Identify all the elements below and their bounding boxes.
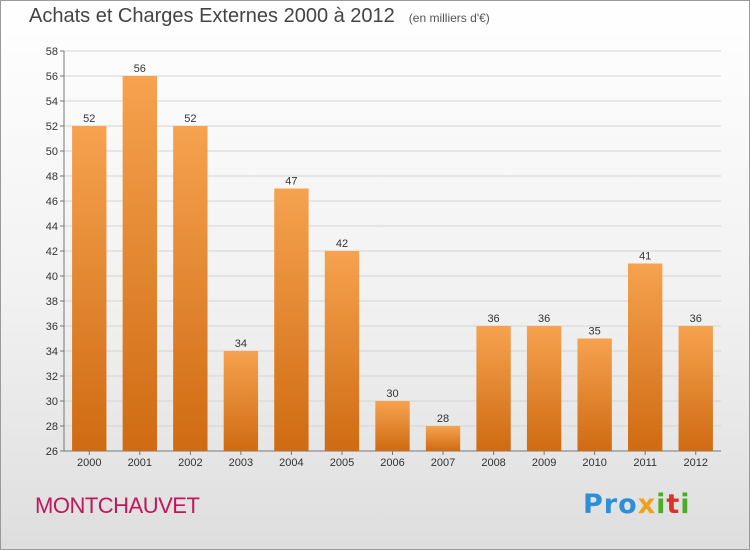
y-tick-label: 48 xyxy=(46,171,58,183)
y-tick-label: 28 xyxy=(46,421,58,433)
logo-letter: i xyxy=(656,489,667,520)
x-tick-label: 2002 xyxy=(178,457,202,469)
bars xyxy=(72,76,713,451)
y-tick-label: 42 xyxy=(46,246,58,258)
logo-letter: P xyxy=(583,489,604,520)
bar xyxy=(628,263,663,451)
logo-letter: r xyxy=(603,489,619,520)
bar-value-label: 47 xyxy=(285,176,297,188)
bar-value-label: 35 xyxy=(589,326,601,338)
y-tick-label: 38 xyxy=(46,296,58,308)
logo-letter: x xyxy=(637,489,657,520)
bar xyxy=(122,76,157,451)
chart-unit: (en milliers d'€) xyxy=(408,11,490,25)
bar-value-label: 28 xyxy=(437,413,449,425)
bar-value-label: 34 xyxy=(235,338,247,350)
bar-value-label: 42 xyxy=(336,238,348,250)
bar xyxy=(274,188,309,451)
bar-value-label: 41 xyxy=(639,251,651,263)
x-tick-label: 2000 xyxy=(77,457,101,469)
bar xyxy=(375,401,410,451)
chart-title-block: Achats et Charges Externes 2000 à 2012 (… xyxy=(29,5,490,28)
x-tick-label: 2009 xyxy=(532,457,556,469)
bar-value-label: 36 xyxy=(538,313,550,325)
x-tick-label: 2004 xyxy=(279,457,303,469)
axes: 26 28 30 32 34 36 38 40 42 44 46 48 50 52 54 56 58 2000 20… xyxy=(46,46,721,469)
bar xyxy=(324,251,360,451)
x-tick-label: 2003 xyxy=(229,457,253,469)
x-tick-label: 2011 xyxy=(633,457,657,469)
logo-letter: o xyxy=(618,489,638,520)
x-tick-label: 2008 xyxy=(481,457,505,469)
y-tick-label: 46 xyxy=(46,196,58,208)
y-tick-label: 40 xyxy=(46,271,58,283)
x-tick-label: 2012 xyxy=(683,457,707,469)
bar xyxy=(678,326,713,451)
logo-letter: i xyxy=(680,489,691,520)
y-tick-label: 50 xyxy=(46,146,58,158)
bar-value-label: 36 xyxy=(690,313,702,325)
x-tick-label: 2001 xyxy=(128,457,152,469)
data-labels: 52 56 52 34 47 42 30 28 36 36 35 41 36 xyxy=(83,63,702,425)
bar-value-label: 30 xyxy=(386,388,398,400)
x-tick-label: 2005 xyxy=(330,457,354,469)
y-tick-label: 52 xyxy=(46,121,58,133)
y-tick-label: 54 xyxy=(46,96,58,108)
x-tick-label: 2010 xyxy=(582,457,606,469)
place-name: MONTCHAUVET xyxy=(35,493,200,518)
y-tick-label: 56 xyxy=(46,71,58,83)
bar-value-label: 52 xyxy=(83,113,95,125)
bar-value-label: 56 xyxy=(134,63,146,75)
y-tick-label: 32 xyxy=(46,371,58,383)
y-tick-label: 36 xyxy=(46,321,58,333)
bar-value-label: 36 xyxy=(487,313,499,325)
y-tick-label: 26 xyxy=(46,446,58,458)
proxiti-logo[interactable]: Proxiti xyxy=(583,489,691,520)
bar xyxy=(223,351,259,451)
y-tick-label: 30 xyxy=(46,396,58,408)
bar-value-label: 52 xyxy=(184,113,196,125)
x-tick-label: 2007 xyxy=(431,457,455,469)
bar xyxy=(476,326,511,451)
bar xyxy=(526,326,562,451)
y-tick-label: 58 xyxy=(46,46,58,58)
bar xyxy=(173,126,208,451)
y-tick-label: 44 xyxy=(46,221,58,233)
bar xyxy=(577,338,612,451)
logo-letter: t xyxy=(666,489,681,520)
bar xyxy=(425,426,461,451)
chart-title: Achats et Charges Externes 2000 à 2012 xyxy=(29,5,395,27)
bar xyxy=(72,126,107,451)
x-tick-label: 2006 xyxy=(380,457,404,469)
y-tick-label: 34 xyxy=(46,346,58,358)
